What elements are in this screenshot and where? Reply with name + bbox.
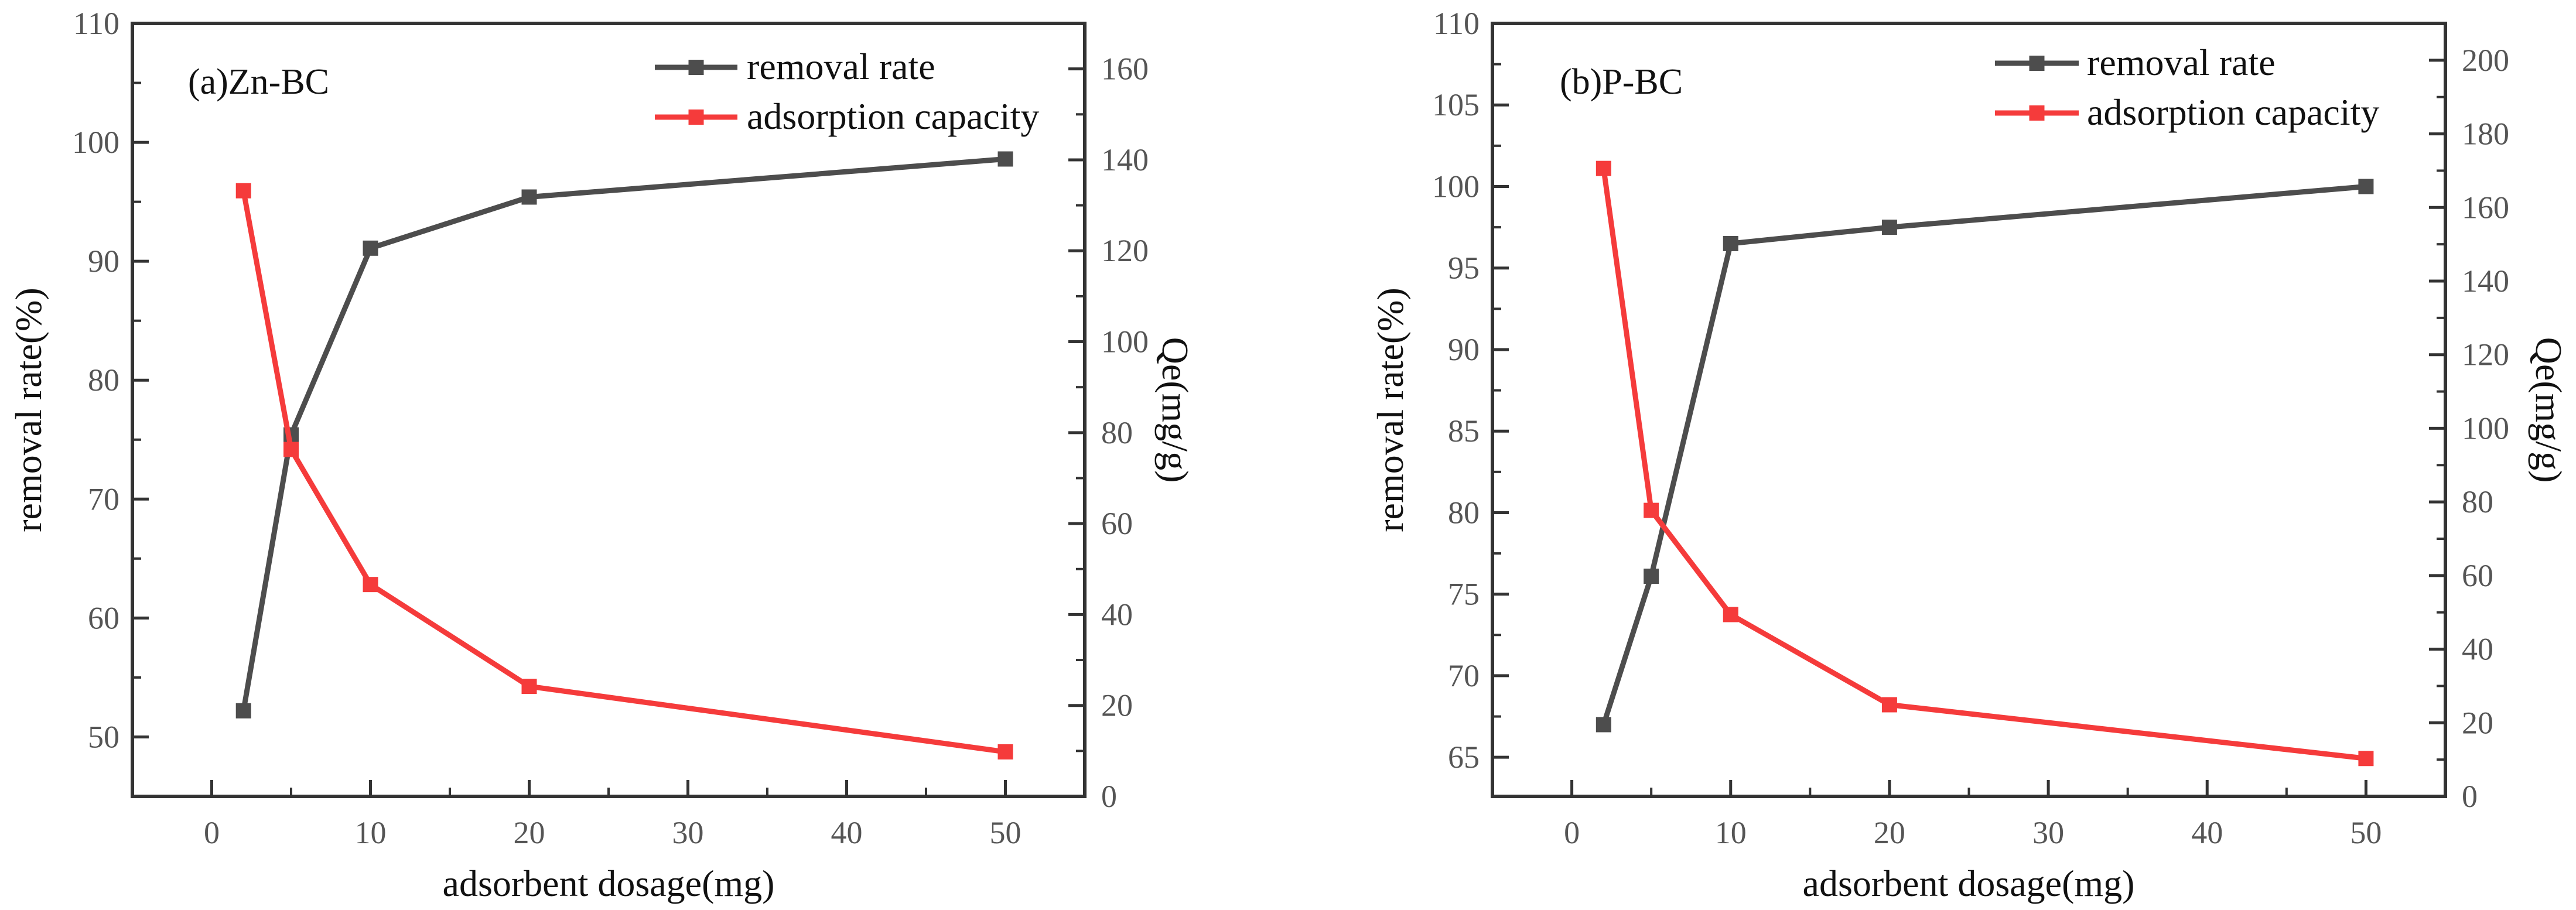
y-tick-label: 65 (1448, 740, 1480, 775)
x-tick-label: 20 (1874, 815, 1905, 850)
data-point-adsorption-capacity (2358, 751, 2374, 767)
data-point-removal-rate (235, 703, 251, 719)
y2-tick-label: 20 (1101, 688, 1133, 723)
x-tick-label: 30 (2032, 815, 2064, 850)
legend-marker-removal-rate (2029, 56, 2045, 71)
data-point-removal-rate (521, 189, 537, 205)
data-point-removal-rate (2358, 179, 2374, 194)
x-tick-label: 10 (1715, 815, 1747, 850)
legend-marker-adsorption-capacity (2029, 105, 2045, 121)
y2-tick-label: 140 (1101, 142, 1149, 177)
plot-frame (131, 22, 1087, 798)
legend-label-removal-rate: removal rate (2087, 42, 2276, 83)
y2-tick-label: 40 (1101, 597, 1133, 632)
legend-label-removal-rate: removal rate (747, 46, 935, 87)
data-point-removal-rate (1596, 717, 1611, 733)
y-tick-label: 70 (1448, 658, 1480, 693)
y2-tick-label: 40 (2462, 632, 2493, 667)
y-tick-label: 105 (1432, 87, 1480, 122)
y2-axis-title: Qe(mg/g) (1154, 337, 1196, 483)
x-tick-label: 0 (204, 815, 220, 850)
y-tick-label: 95 (1448, 251, 1480, 286)
data-point-adsorption-capacity (1644, 502, 1659, 518)
y2-tick-label: 20 (2462, 705, 2493, 740)
y-tick-label: 100 (1432, 169, 1480, 204)
panel-label: (b)P-BC (1560, 62, 1683, 102)
panel-label: (a)Zn-BC (188, 62, 329, 102)
data-point-adsorption-capacity (1723, 607, 1738, 622)
x-tick-label: 50 (990, 815, 1021, 850)
x-tick-label: 0 (1564, 815, 1580, 850)
y-tick-label: 50 (88, 719, 119, 754)
y2-tick-label: 120 (2462, 337, 2509, 372)
data-point-adsorption-capacity (1881, 697, 1897, 713)
legend-label-adsorption-capacity: adsorption capacity (2087, 91, 2379, 133)
y-tick-label: 110 (1433, 6, 1480, 41)
y2-tick-label: 200 (2462, 43, 2509, 78)
data-point-removal-rate (1881, 220, 1897, 235)
y2-tick-label: 60 (2462, 558, 2493, 593)
data-point-removal-rate (363, 240, 378, 256)
y-tick-label: 90 (1448, 332, 1480, 367)
x-tick-label: 50 (2350, 815, 2382, 850)
data-point-adsorption-capacity (997, 744, 1013, 760)
data-point-removal-rate (997, 151, 1013, 167)
data-point-removal-rate (1723, 235, 1738, 251)
y2-tick-label: 160 (1101, 52, 1149, 87)
data-point-removal-rate (1644, 569, 1659, 584)
data-point-adsorption-capacity (283, 442, 299, 457)
panel-a-zn-bc: (a)Zn-BC adsorbent dosage(mg) removal ra… (8, 6, 1196, 904)
y2-tick-label: 60 (1101, 506, 1133, 541)
legend-marker-removal-rate (688, 60, 704, 75)
y-tick-label: 60 (88, 600, 119, 635)
y-tick-label: 100 (72, 125, 119, 160)
x-tick-label: 10 (355, 815, 387, 850)
y2-tick-label: 140 (2462, 264, 2509, 299)
y-tick-label: 110 (73, 6, 119, 41)
y2-tick-label: 0 (2462, 779, 2478, 814)
data-point-adsorption-capacity (363, 577, 378, 593)
y2-tick-label: 180 (2462, 117, 2509, 152)
x-tick-label: 40 (831, 815, 863, 850)
data-point-adsorption-capacity (521, 679, 537, 695)
data-point-adsorption-capacity (235, 183, 251, 199)
series-line-removal-rate (1601, 183, 2366, 726)
y2-tick-label: 100 (1101, 324, 1149, 360)
y-tick-label: 80 (88, 362, 119, 398)
legend-label-adsorption-capacity: adsorption capacity (747, 95, 1039, 137)
series-line-removal-rate (241, 156, 1006, 711)
y-tick-label: 90 (88, 244, 119, 279)
y-tick-label: 70 (88, 481, 119, 516)
series-line-adsorption-capacity (1601, 168, 2366, 761)
y-axis-title: removal rate(%) (8, 288, 49, 532)
y2-axis-title: Qe(mg/g) (2528, 337, 2570, 483)
x-axis-title: adsorbent dosage(mg) (1803, 863, 2135, 904)
y2-tick-label: 120 (1101, 233, 1149, 268)
y2-tick-label: 0 (1101, 779, 1117, 814)
x-tick-label: 40 (2191, 815, 2223, 850)
x-axis-title: adsorbent dosage(mg) (443, 863, 775, 904)
y2-tick-label: 100 (2462, 410, 2509, 446)
y2-tick-label: 160 (2462, 190, 2509, 225)
x-tick-label: 20 (514, 815, 545, 850)
y-tick-label: 80 (1448, 495, 1480, 530)
panel-b-p-bc: (b)P-BC adsorbent dosage(mg) removal rat… (1369, 6, 2570, 904)
legend-marker-adsorption-capacity (688, 110, 704, 125)
y2-tick-label: 80 (1101, 415, 1133, 450)
y2-tick-label: 80 (2462, 484, 2493, 519)
data-point-adsorption-capacity (1596, 160, 1611, 176)
y-tick-label: 75 (1448, 577, 1480, 612)
y-axis-title: removal rate(%) (1369, 288, 1411, 532)
x-tick-label: 30 (672, 815, 704, 850)
y-tick-label: 85 (1448, 413, 1480, 449)
